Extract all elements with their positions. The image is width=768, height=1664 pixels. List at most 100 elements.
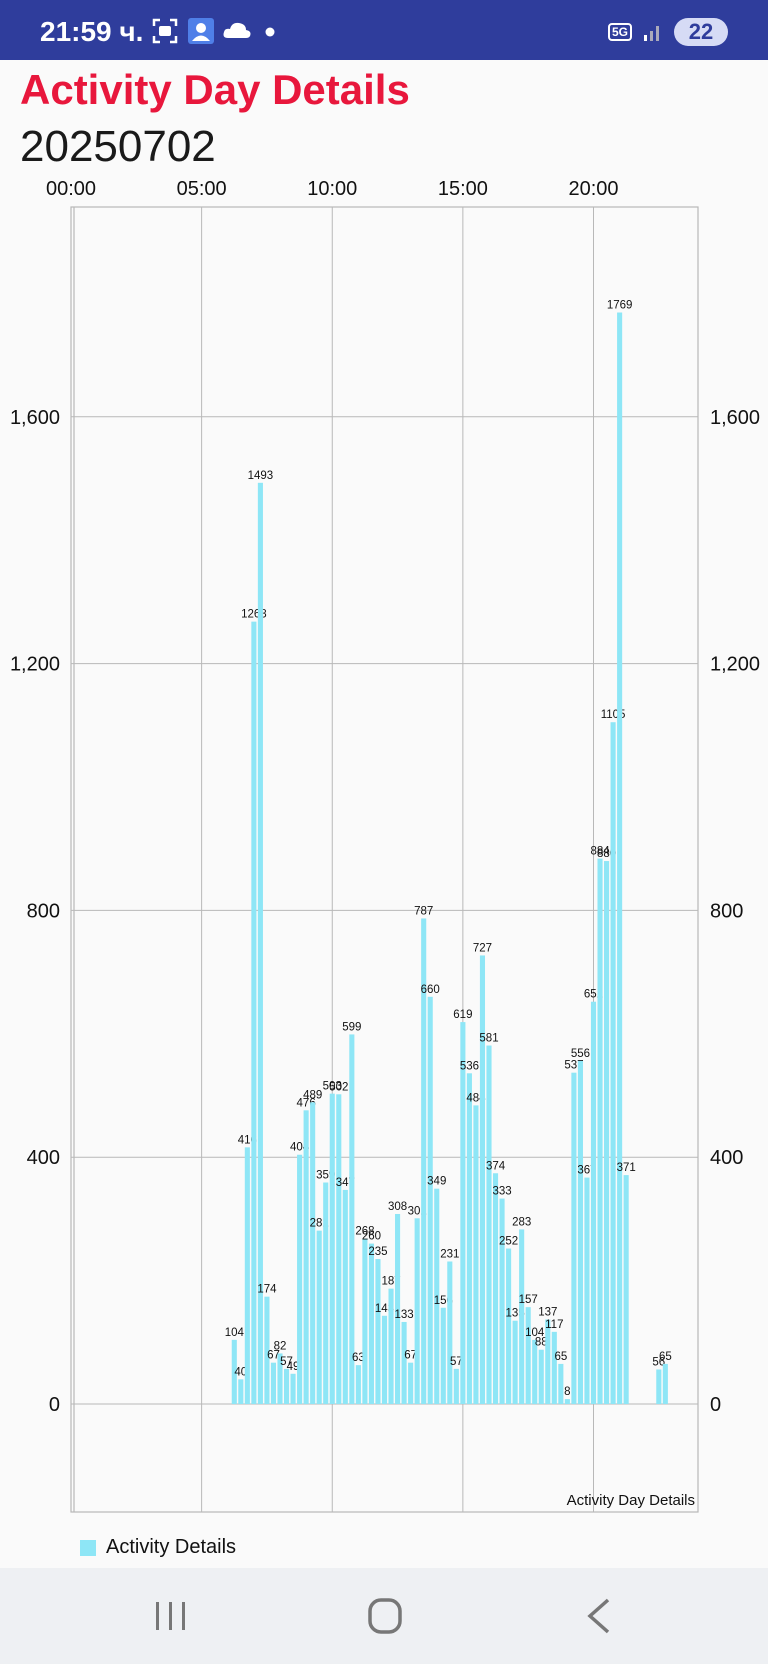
y-tick-label-left: 1,600	[10, 407, 60, 429]
bar-value-label: 260	[362, 1231, 381, 1243]
bar	[421, 918, 427, 1405]
bar	[375, 1259, 381, 1405]
bar-value-label: 308	[388, 1201, 407, 1213]
bar	[577, 1060, 583, 1405]
bar-value-label: 333	[492, 1186, 511, 1198]
bar	[238, 1379, 244, 1405]
y-tick-label-right: 1,200	[710, 654, 760, 676]
bar-value-label: 104	[225, 1327, 245, 1339]
bar-value-label: 536	[460, 1060, 479, 1072]
bar	[401, 1321, 407, 1405]
dot-icon	[265, 27, 275, 37]
bar	[486, 1045, 492, 1405]
battery-level: 22	[688, 19, 714, 44]
bar	[623, 1175, 629, 1405]
bar	[460, 1022, 466, 1405]
bar	[395, 1213, 401, 1405]
bar-value-label: 660	[421, 984, 440, 996]
y-tick-label-left: 0	[49, 1394, 60, 1416]
bar	[414, 1218, 420, 1405]
y-tick-label-left: 400	[27, 1147, 60, 1169]
plot-frame	[70, 206, 699, 1513]
y-tick-label-left: 1,200	[10, 654, 60, 676]
chart-legend: Activity Details	[80, 1536, 236, 1559]
x-tick-label: 10:00	[307, 178, 357, 200]
bar	[297, 1154, 303, 1405]
status-right: 5G 22	[607, 18, 728, 46]
bar-value-label: 56	[652, 1356, 665, 1368]
bar	[231, 1339, 237, 1405]
bar	[656, 1369, 662, 1405]
network-badge: 5G	[607, 23, 632, 41]
bar	[532, 1339, 538, 1405]
x-tick-label: 00:00	[46, 178, 96, 200]
bar	[329, 1093, 335, 1405]
bar	[316, 1230, 322, 1405]
bar-value-label: 67	[404, 1350, 417, 1362]
y-tick-label-right: 0	[710, 1394, 721, 1416]
bar-value-label: 67	[267, 1350, 280, 1362]
bar	[381, 1315, 388, 1405]
legend-label: Activity Details	[106, 1536, 237, 1558]
navigation-bar	[0, 1568, 768, 1664]
bar-value-label: 8	[564, 1386, 570, 1398]
bar	[662, 1363, 668, 1405]
bar	[251, 621, 257, 1405]
bar	[506, 1248, 512, 1405]
bar	[447, 1261, 453, 1405]
y-tick-label-right: 800	[710, 900, 743, 922]
bar	[571, 1072, 577, 1405]
bar-value-label: 157	[519, 1294, 538, 1306]
bar	[303, 1110, 309, 1405]
bar-value-label: 57	[450, 1356, 463, 1368]
bar	[368, 1243, 374, 1405]
bar	[479, 955, 486, 1405]
bar-value-label: 82	[274, 1340, 287, 1352]
bar-value-label: 133	[395, 1309, 414, 1321]
y-tick-label-left: 800	[27, 900, 60, 922]
status-time: 21:59 ч.	[40, 16, 144, 47]
bar-value-label: 49	[287, 1361, 300, 1373]
bar	[290, 1373, 296, 1405]
bar-value-label: 599	[342, 1021, 361, 1033]
bar	[277, 1353, 283, 1405]
signal-icon	[644, 26, 659, 41]
page-title: Activity Day Details	[20, 66, 410, 113]
bar-value-label: 63	[352, 1352, 365, 1364]
bar	[545, 1319, 551, 1405]
activity-bar-chart[interactable]: 00:00 05:00 10:00 15:00 20:00 0 0 400 400 800 800 1…	[0, 165, 768, 1515]
bar-value-label: 235	[368, 1246, 387, 1258]
bar	[427, 996, 433, 1405]
status-bar: 21:59 ч. 5G 22	[0, 0, 768, 60]
bar	[310, 1102, 316, 1405]
bar	[551, 1331, 557, 1405]
bar	[355, 1365, 361, 1405]
bar	[349, 1034, 355, 1405]
bar	[584, 1177, 590, 1405]
bar-value-label: 65	[659, 1351, 672, 1363]
home-button[interactable]	[355, 1594, 415, 1638]
bar-value-label: 503	[323, 1081, 342, 1093]
bar	[617, 312, 623, 1405]
bar	[388, 1288, 394, 1405]
x-tick-label: 15:00	[438, 178, 488, 200]
back-button[interactable]	[570, 1594, 630, 1638]
bar	[270, 1362, 277, 1405]
recents-button[interactable]	[140, 1594, 200, 1638]
bar-value-label: 1769	[607, 300, 633, 312]
bar-value-label: 502	[329, 1081, 348, 1093]
bar	[336, 1094, 342, 1405]
bar-value-label: 349	[427, 1176, 446, 1188]
bar-value-label: 283	[512, 1216, 531, 1228]
x-tick-label: 20:00	[568, 178, 618, 200]
cloud-icon	[223, 22, 251, 38]
bar	[473, 1105, 479, 1405]
bar-value-label: 581	[479, 1033, 498, 1045]
bar	[342, 1189, 348, 1405]
bar	[558, 1363, 564, 1405]
x-tick-label: 05:00	[177, 178, 227, 200]
y-tick-label-right: 1,600	[710, 407, 760, 429]
bar	[492, 1173, 499, 1405]
bar	[264, 1296, 270, 1405]
bar-value-label: 231	[440, 1248, 459, 1260]
